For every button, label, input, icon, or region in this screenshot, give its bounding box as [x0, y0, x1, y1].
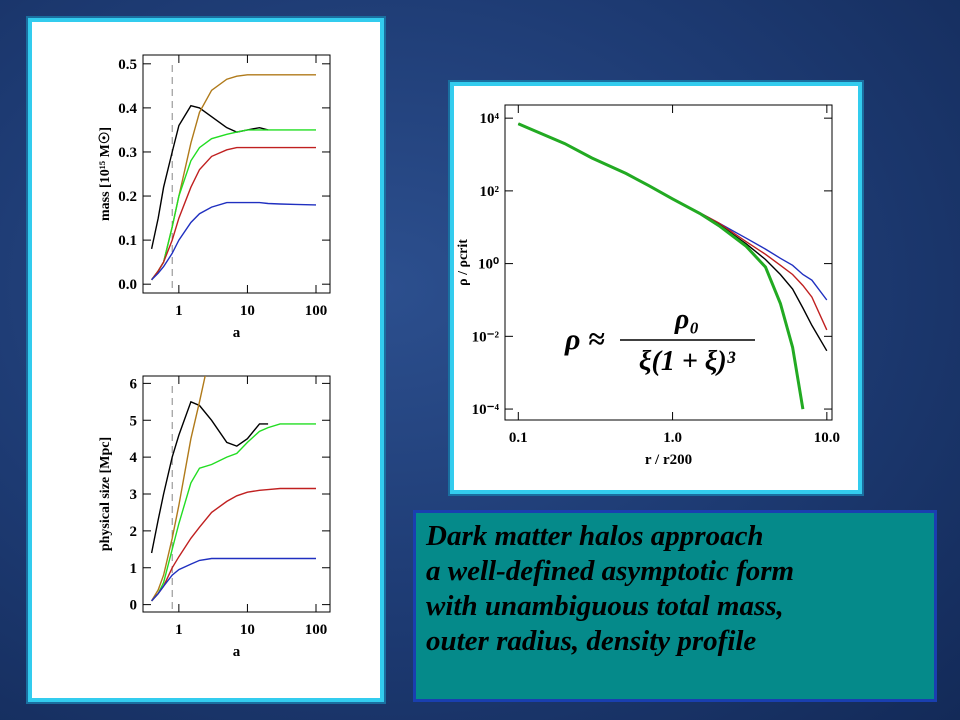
series-line — [151, 201, 317, 281]
y-tick-label: 0.1 — [118, 233, 137, 249]
series-line — [151, 146, 316, 281]
x-tick-label: 100 — [305, 303, 328, 319]
x-tick-label: 1 — [175, 622, 183, 638]
x-tick-label: 1 — [175, 303, 183, 319]
series-line — [151, 74, 316, 281]
text-line: Dark matter halos approach — [426, 520, 764, 552]
series-line — [517, 122, 805, 410]
series-line — [518, 123, 828, 352]
x-axis-label: r / r200 — [645, 452, 692, 468]
series-line — [150, 104, 269, 250]
right-panel — [450, 82, 862, 494]
x-tick-label: 0.1 — [509, 430, 528, 446]
formula-denominator: ξ(1 + ξ)³ — [639, 346, 736, 377]
x-axis-label: a — [233, 325, 241, 341]
formula-lhs: ρ ≈ — [564, 323, 605, 356]
x-tick-label: 10 — [240, 622, 255, 638]
series-line — [518, 123, 828, 301]
x-tick-label: 100 — [305, 622, 328, 638]
y-tick-label: 3 — [130, 487, 138, 503]
series-line — [151, 557, 316, 602]
series-line — [518, 123, 828, 331]
y-tick-label: 6 — [130, 376, 138, 392]
y-tick-label: 1 — [130, 561, 138, 577]
y-tick-label: 0.3 — [118, 145, 137, 161]
formula-numerator: ρ₀ — [674, 304, 699, 335]
y-tick-label: 5 — [130, 413, 138, 429]
series-line — [150, 400, 269, 554]
y-axis-label: mass [10¹⁵ M☉] — [98, 127, 113, 221]
series-line — [151, 129, 316, 281]
text-line: with unambiguous total mass, — [426, 590, 784, 622]
series-line — [151, 423, 316, 602]
plot-frame — [504, 104, 833, 421]
y-tick-label: 10⁻² — [472, 329, 500, 345]
y-tick-label: 0.4 — [118, 101, 137, 117]
y-tick-label: 0.0 — [118, 277, 137, 293]
y-tick-label: 10⁰ — [478, 257, 499, 273]
x-tick-label: 10 — [240, 303, 255, 319]
text-line: outer radius, density profile — [426, 625, 757, 657]
y-axis-label: ρ / ρcrit — [456, 239, 471, 286]
y-tick-label: 0 — [130, 598, 138, 614]
text-line: a well-defined asymptotic form — [426, 555, 795, 587]
y-tick-label: 10² — [480, 184, 500, 200]
x-tick-label: 1.0 — [663, 430, 682, 446]
plot-frame — [142, 54, 331, 294]
y-tick-label: 2 — [130, 524, 138, 540]
y-axis-label: physical size [Mpc] — [98, 437, 113, 551]
y-tick-label: 10⁴ — [480, 111, 500, 127]
y-tick-label: 10⁻⁴ — [472, 402, 500, 418]
y-tick-label: 0.2 — [118, 189, 137, 205]
series-line — [150, 376, 206, 602]
y-tick-label: 0.5 — [118, 57, 137, 73]
left-panel — [28, 18, 384, 702]
text-box: Dark matter halos approach a well-define… — [413, 510, 937, 702]
y-tick-label: 4 — [130, 450, 138, 466]
x-axis-label: a — [233, 644, 241, 660]
series-line — [151, 487, 316, 602]
x-tick-label: 10.0 — [814, 430, 840, 446]
